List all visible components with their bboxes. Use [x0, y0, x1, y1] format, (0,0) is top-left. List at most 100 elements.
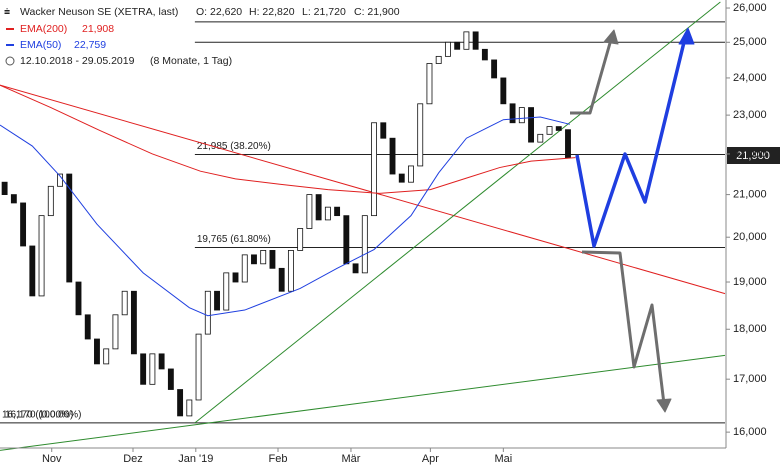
chart-title: Wacker Neuson SE (XETRA, last)	[20, 6, 178, 18]
candle-body	[398, 173, 405, 183]
y-tick-label: 17,000	[733, 373, 767, 385]
candle-body	[380, 122, 387, 139]
y-tick-label: 22,000	[733, 148, 767, 160]
header: ⩧ Wacker Neuson SE (XETRA, last) O: 22,6…	[4, 6, 400, 67]
y-tick-label: 25,000	[733, 36, 767, 48]
x-tick-label: Mär	[341, 453, 360, 465]
trendline	[0, 84, 726, 295]
candle-body	[103, 348, 110, 365]
candle-body	[20, 202, 27, 247]
candle-body	[371, 122, 377, 217]
candle-body	[297, 228, 304, 251]
candle-body	[278, 267, 285, 292]
ema-line	[0, 84, 576, 194]
candle-body	[204, 290, 211, 335]
x-tick-label: Feb	[269, 453, 288, 465]
candle-body	[528, 107, 534, 143]
gray-projection-down	[581, 250, 666, 405]
candle-body	[324, 206, 331, 221]
projection-arrows	[570, 27, 695, 413]
candle-body	[1, 181, 8, 195]
candle-body	[140, 353, 147, 385]
legend-value: 21,908	[82, 23, 114, 35]
last-price-box	[727, 147, 780, 164]
level-label: 16,170 (0.00%)	[5, 410, 73, 421]
candle-body	[454, 41, 461, 50]
y-tick-label: 26,000	[733, 2, 767, 14]
candle-body	[537, 133, 544, 143]
candle-body	[121, 290, 128, 316]
ohlc-high: H: 22,820	[249, 6, 295, 18]
candle-body	[158, 353, 165, 370]
level-label: 21,985 (38.20%)	[197, 141, 271, 152]
period: 12.10.2018 - 29.05.2019	[20, 55, 135, 67]
chart-icon: ⩧	[4, 6, 10, 18]
y-tick-label: 21,000	[733, 188, 767, 200]
gray-projection-up	[570, 35, 614, 115]
candle-body	[306, 194, 313, 229]
candle-body	[223, 272, 230, 311]
level-label: 16,170 (100.00%)	[2, 410, 82, 421]
candle-body	[444, 41, 451, 57]
legend-label: EMA(50)	[20, 39, 61, 51]
candle-body	[361, 215, 368, 274]
candle-body	[509, 103, 516, 124]
candle-body	[29, 245, 36, 297]
y-tick-label: 18,000	[733, 323, 767, 335]
candle-body	[75, 281, 82, 316]
candle-body	[472, 31, 479, 50]
gray-arrowhead-down	[656, 398, 672, 413]
candle-body	[66, 173, 73, 283]
x-tick-label: Jan '19	[178, 453, 213, 465]
ohlc-low: L: 21,720	[302, 6, 346, 18]
y-tick-label: 19,000	[733, 276, 767, 288]
candle-body	[214, 290, 220, 311]
candle-body	[408, 165, 414, 183]
legend-label: EMA(200)	[20, 23, 67, 35]
period-note: (8 Monate, 1 Tag)	[150, 55, 232, 67]
candle-body	[186, 399, 193, 417]
candle-body	[287, 250, 294, 292]
blue-arrowhead	[678, 27, 695, 45]
candle-body	[518, 107, 525, 124]
candle-body	[195, 333, 202, 401]
candle-body	[251, 254, 257, 265]
x-tick-label: Dez	[123, 453, 143, 465]
level-label: 19,765 (61.80%)	[197, 234, 271, 245]
candle-body	[417, 103, 424, 167]
legend-value: 22,759	[74, 39, 106, 51]
candle-body	[167, 368, 174, 390]
candle-body	[500, 77, 507, 105]
candle-body	[241, 254, 248, 283]
candle-body	[10, 194, 17, 204]
trendline	[194, 1, 721, 424]
candle-body	[260, 250, 267, 265]
candle-body	[177, 389, 184, 417]
candle-body	[546, 126, 553, 135]
gray-arrowhead-up	[603, 29, 619, 45]
candle-body	[426, 63, 433, 105]
candle-body	[435, 55, 442, 64]
y-tick-label: 24,000	[733, 72, 767, 84]
y-tick-label: 16,000	[733, 426, 767, 438]
candle-body	[232, 272, 239, 283]
ohlc-close: C: 21,900	[354, 6, 400, 18]
candle-body	[112, 314, 119, 350]
x-tick-label: Apr	[422, 453, 439, 465]
candle-body	[491, 59, 498, 79]
last-price-label: 21,900	[736, 150, 770, 162]
candle-body	[463, 31, 470, 50]
ema-line	[0, 116, 570, 317]
x-tick-label: Mai	[494, 453, 512, 465]
y-tick-label: 20,000	[733, 231, 767, 243]
candle-body	[389, 137, 396, 175]
trendline	[0, 354, 726, 451]
candle-body	[38, 215, 45, 297]
candle-body	[130, 290, 137, 355]
candle-body	[84, 314, 91, 340]
candle-body	[352, 263, 359, 274]
candle-body	[94, 338, 100, 365]
y-tick-label: 23,000	[733, 109, 767, 121]
